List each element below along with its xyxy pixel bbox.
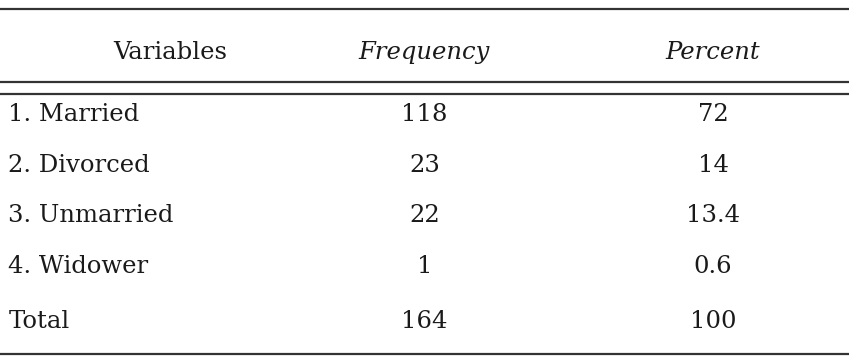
Text: Total: Total: [8, 310, 70, 333]
Text: 3. Unmarried: 3. Unmarried: [8, 204, 174, 228]
Text: 22: 22: [409, 204, 440, 228]
Text: 23: 23: [409, 154, 440, 177]
Text: 118: 118: [402, 103, 447, 126]
Text: 1. Married: 1. Married: [8, 103, 139, 126]
Text: 100: 100: [690, 310, 736, 333]
Text: 4. Widower: 4. Widower: [8, 255, 149, 278]
Text: 14: 14: [698, 154, 728, 177]
Text: 164: 164: [402, 310, 447, 333]
Text: 1: 1: [417, 255, 432, 278]
Text: 72: 72: [698, 103, 728, 126]
Text: 2. Divorced: 2. Divorced: [8, 154, 150, 177]
Text: 0.6: 0.6: [694, 255, 733, 278]
Text: Percent: Percent: [666, 41, 761, 64]
Text: Variables: Variables: [113, 41, 227, 64]
Text: Frequency: Frequency: [359, 41, 490, 64]
Text: 13.4: 13.4: [686, 204, 740, 228]
